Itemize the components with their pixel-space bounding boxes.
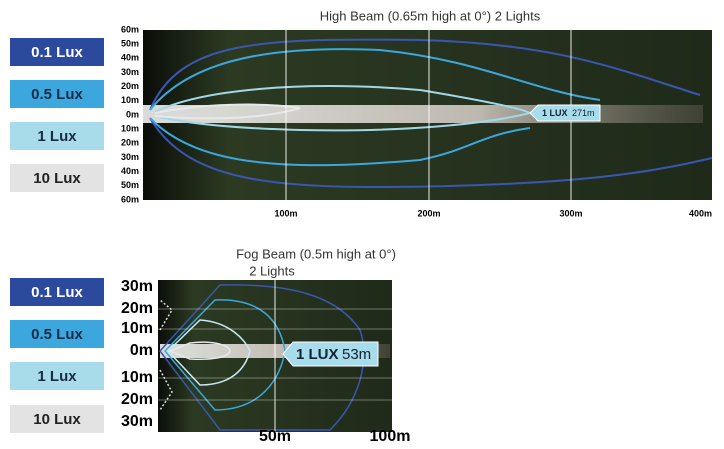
- legend-label: 1 Lux: [37, 128, 77, 145]
- callout-label: 1 LUX: [296, 346, 339, 363]
- y-label: 10m: [121, 95, 139, 105]
- callout: 1 LUX 271m: [529, 104, 601, 122]
- legend-swatch: [10, 164, 104, 192]
- fog-beam-plot: 1 LUX 53m Fog Beam (0.5m high at 0°) 2 L…: [158, 246, 396, 432]
- legend-label: 0.5 Lux: [31, 326, 83, 343]
- callout-label: 1 LUX: [542, 108, 568, 118]
- y-label: 30m: [121, 152, 139, 162]
- callout: 1 LUX 53m: [282, 341, 379, 367]
- legend-swatch: [10, 122, 104, 150]
- y-label: 20m: [121, 81, 139, 91]
- x-label: 400m: [689, 208, 712, 218]
- y-label: 0m: [126, 109, 139, 119]
- legend-swatch: [10, 405, 104, 433]
- y-label: 50m: [121, 39, 139, 49]
- title: Fog Beam (0.5m high at 0°): [236, 246, 396, 261]
- x-label: 100m: [274, 208, 297, 218]
- title: 2 Lights: [249, 263, 295, 278]
- legend-label: 10 Lux: [33, 170, 81, 187]
- beam-core: [143, 105, 703, 123]
- legend-swatch: [10, 278, 104, 306]
- legend-label: 0.5 Lux: [31, 86, 83, 103]
- legend-label: 10 Lux: [33, 411, 81, 428]
- legend-swatch: [10, 80, 104, 108]
- x-label: 100m: [370, 428, 411, 444]
- legend-swatch: [10, 320, 104, 348]
- x-label: 300m: [559, 208, 582, 218]
- legend-label: 0.1 Lux: [31, 44, 83, 61]
- y-label: 0m: [130, 342, 153, 359]
- y-label: 20m: [121, 300, 153, 317]
- y-label: 10m: [121, 369, 153, 386]
- y-label: 30m: [121, 278, 153, 295]
- legend-label: 0.1 Lux: [31, 284, 83, 301]
- y-label: 40m: [121, 53, 139, 63]
- x-label: 50m: [259, 428, 291, 444]
- contours: [149, 38, 713, 189]
- y-label: 60m: [121, 24, 139, 34]
- callout-distance: 53m: [342, 346, 371, 363]
- y-label: 20m: [121, 138, 139, 148]
- y-label: 40m: [121, 166, 139, 176]
- y-label: 60m: [121, 194, 139, 204]
- y-label: 50m: [121, 180, 139, 190]
- legend-swatch: [10, 38, 104, 66]
- grid: [158, 280, 392, 432]
- title: High Beam (0.65m high at 0°) 2 Lights: [320, 8, 541, 23]
- y-label: 10m: [121, 320, 153, 337]
- y-label: 10m: [121, 124, 139, 134]
- y-label: 20m: [121, 391, 153, 408]
- y-label: 30m: [121, 67, 139, 77]
- legend-swatch: [10, 362, 104, 390]
- high-beam-plot: 1 LUX 271m High Beam (0.65m high at 0°) …: [143, 8, 713, 200]
- legend-label: 1 Lux: [37, 368, 77, 385]
- callout-distance: 271m: [572, 108, 595, 118]
- x-label: 200m: [417, 208, 440, 218]
- y-label: 30m: [121, 413, 153, 430]
